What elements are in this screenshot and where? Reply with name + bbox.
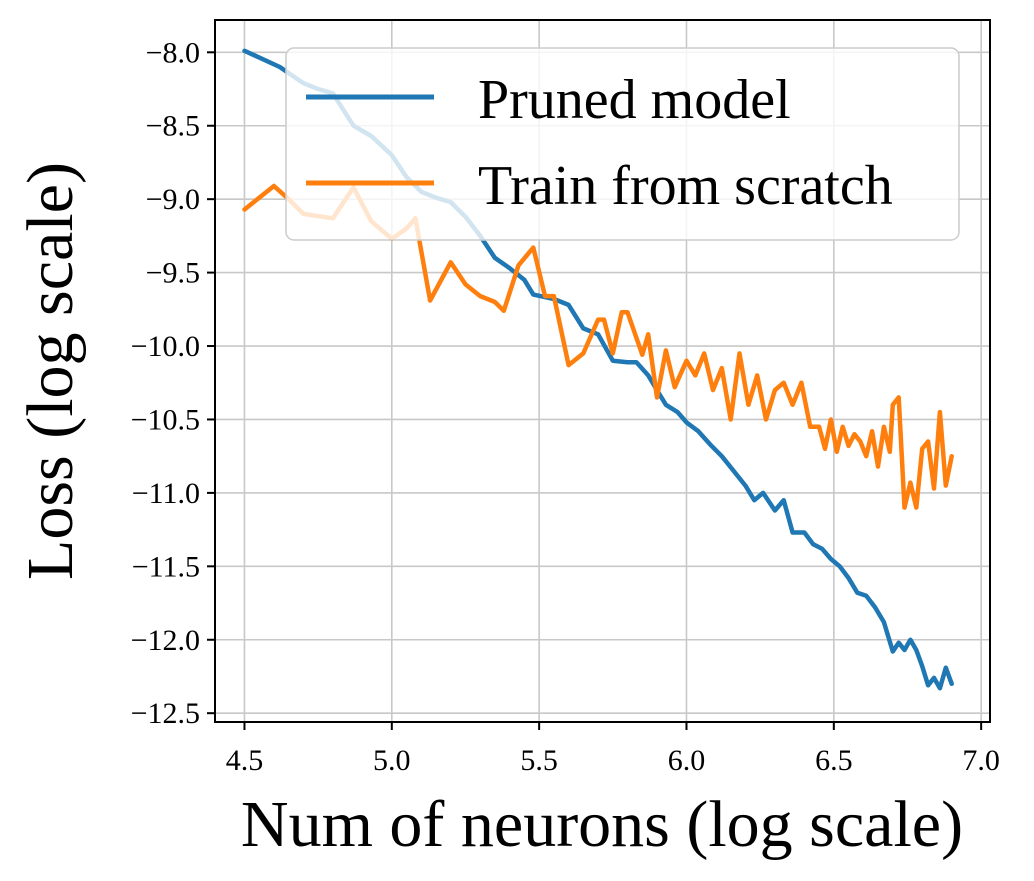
axis-ticks: 4.5 5.0 5.5 6.0 6.5 7.0 −8.0 −8.5 −9.0 −9.5 −10.0 −… bbox=[131, 36, 1000, 777]
legend: Pruned model Train from scratch bbox=[285, 47, 960, 241]
legend-box bbox=[285, 47, 960, 241]
x-tick-label: 4.5 bbox=[226, 744, 264, 777]
y-tick-label: −10.0 bbox=[131, 330, 200, 363]
y-tick-label: −8.0 bbox=[146, 36, 200, 69]
x-tick-label: 5.5 bbox=[520, 744, 558, 777]
x-tick-label: 5.0 bbox=[373, 744, 411, 777]
x-tick-label: 6.0 bbox=[668, 744, 706, 777]
y-tick-label: −11.0 bbox=[132, 477, 200, 510]
y-tick-label: −10.5 bbox=[131, 403, 200, 436]
series-line-train-from-scratch bbox=[242, 183, 954, 510]
grid-lines bbox=[215, 20, 990, 722]
plot-frame bbox=[214, 19, 991, 723]
y-tick-label: −12.0 bbox=[131, 624, 200, 657]
x-tick-label: 6.5 bbox=[815, 744, 853, 777]
y-tick-label: −9.0 bbox=[146, 183, 200, 216]
y-axis-label: Loss (log scale) bbox=[14, 162, 87, 580]
y-tick-label: −8.5 bbox=[146, 110, 200, 143]
legend-label-pruned-model: Pruned model bbox=[478, 69, 791, 131]
legend-label-train-from-scratch: Train from scratch bbox=[478, 155, 893, 217]
x-axis-label: Num of neurons (log scale) bbox=[241, 788, 963, 861]
y-tick-label: −9.5 bbox=[146, 257, 200, 290]
y-tick-label: −11.5 bbox=[132, 550, 200, 583]
y-tick-label: −12.5 bbox=[131, 697, 200, 730]
x-tick-label: 7.0 bbox=[962, 744, 1000, 777]
